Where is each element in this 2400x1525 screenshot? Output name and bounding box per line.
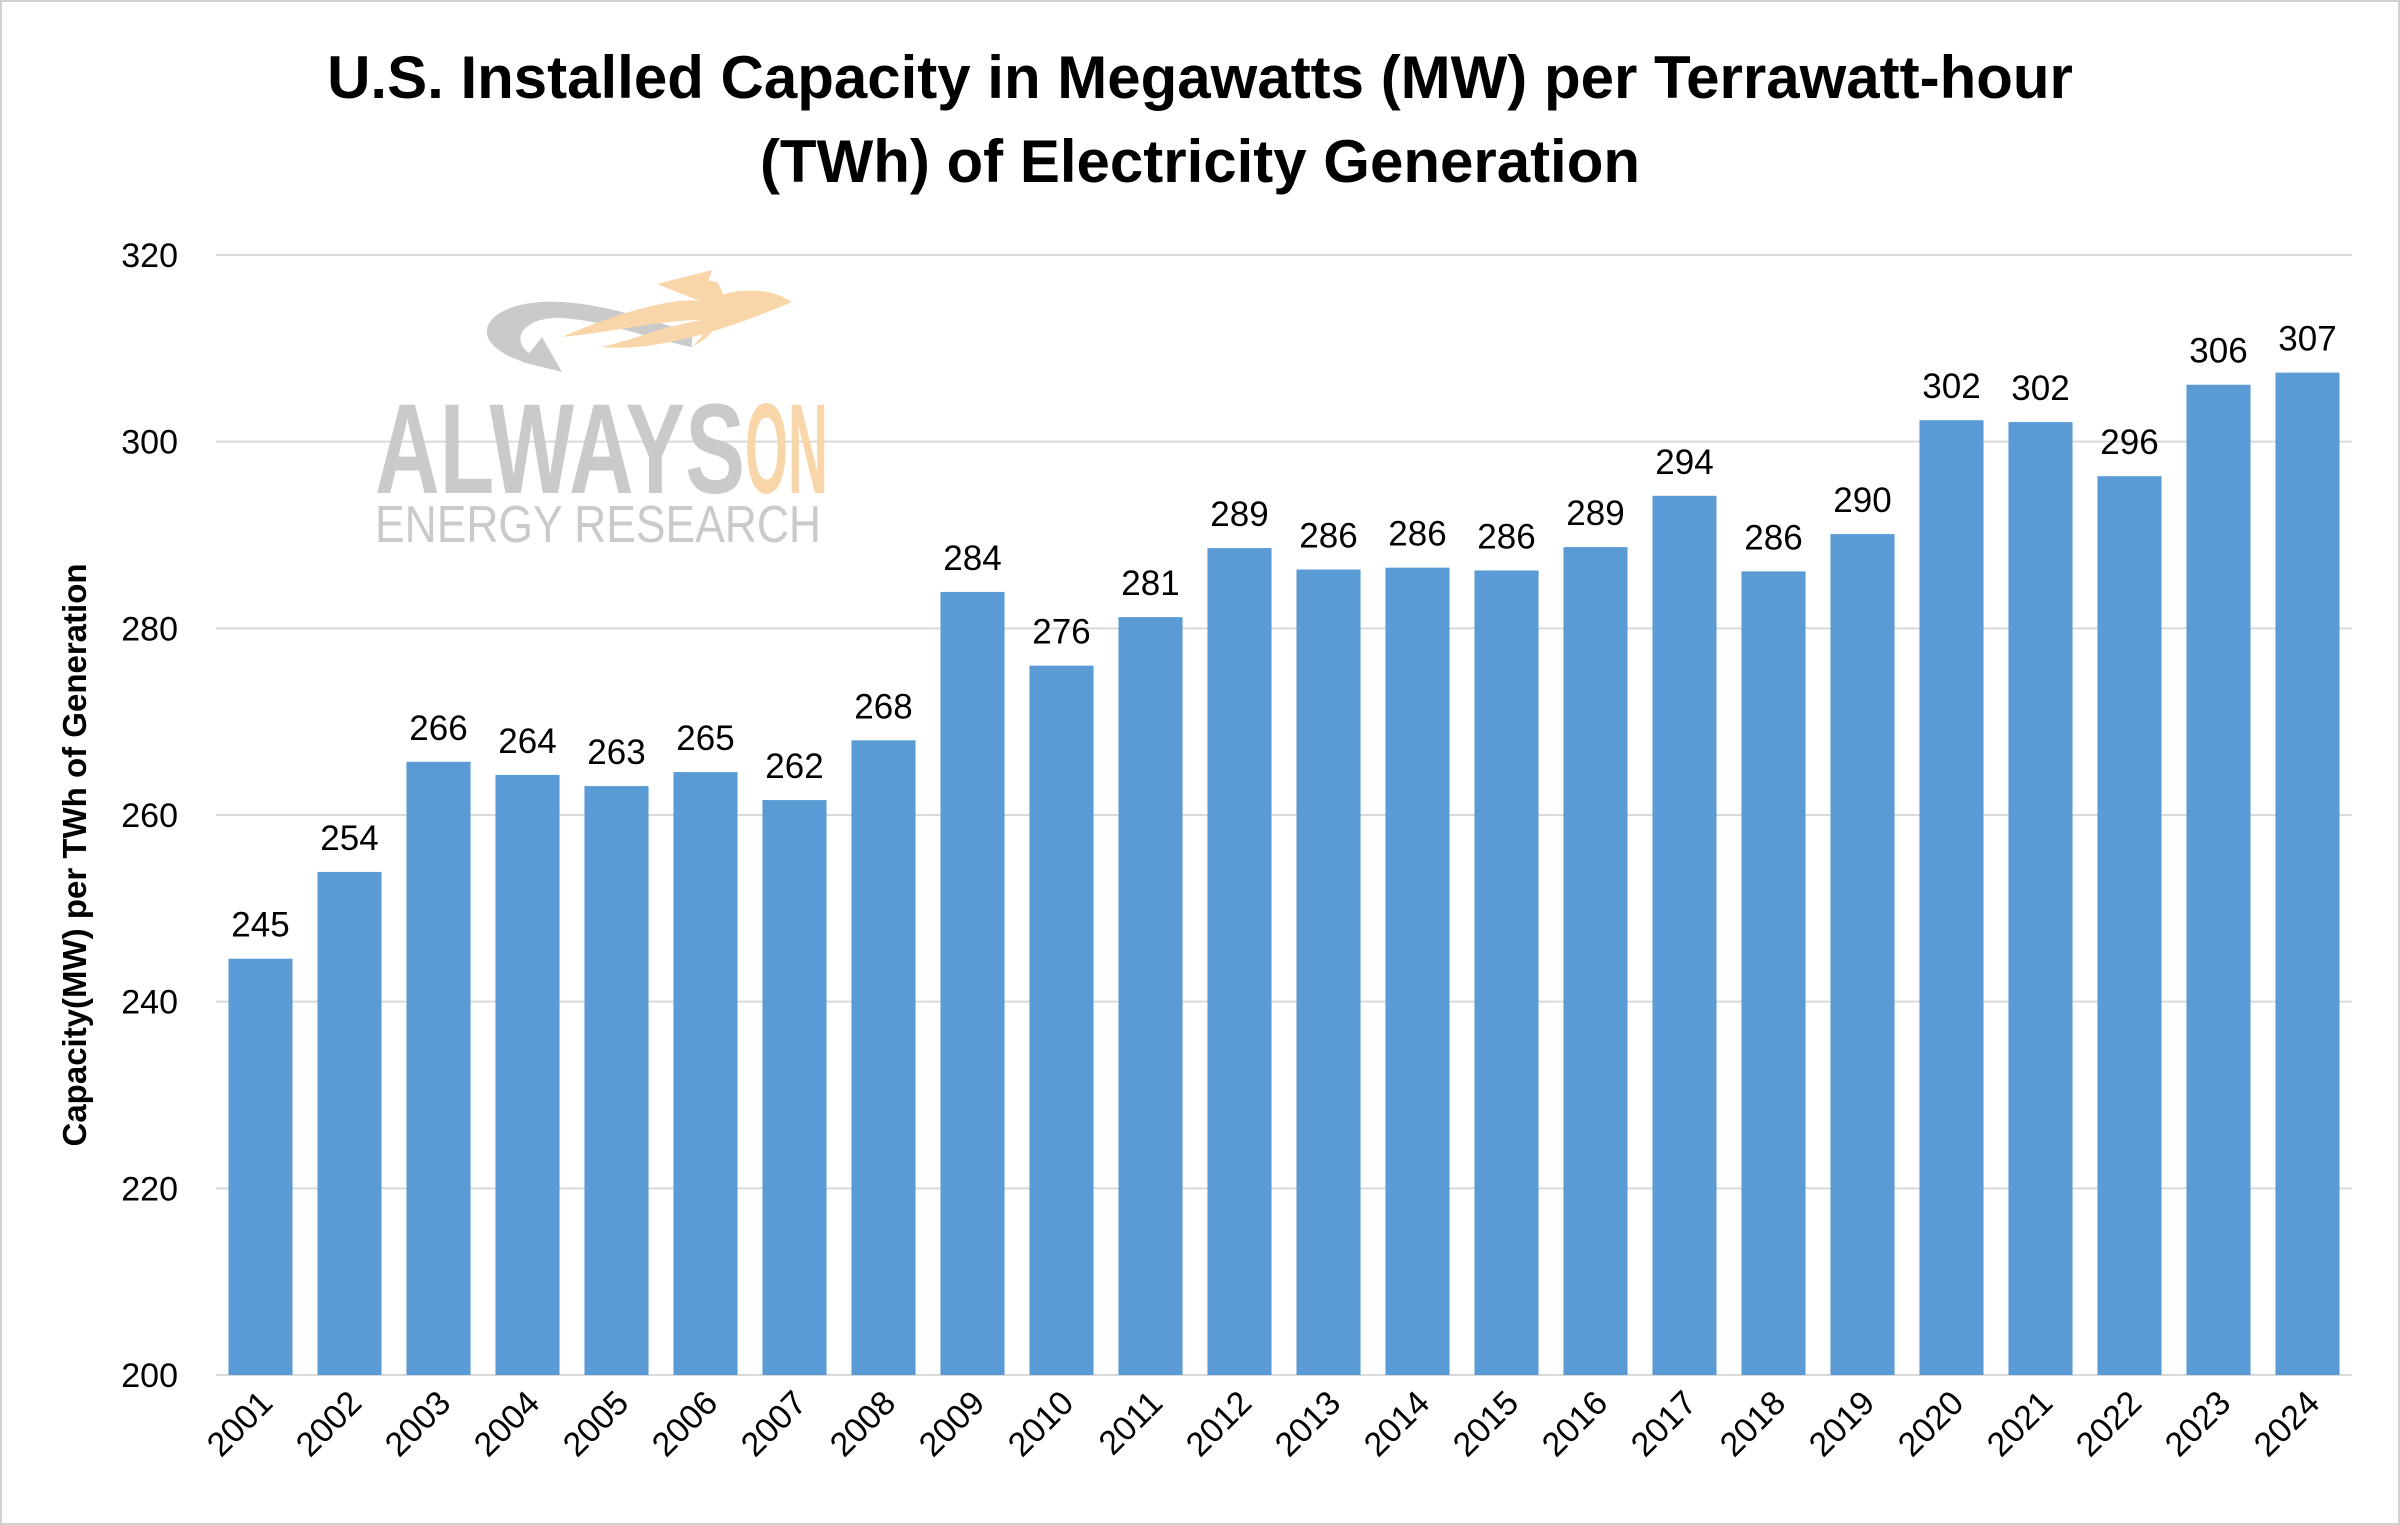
bar-2007: [762, 800, 827, 1375]
bars: [228, 372, 2340, 1376]
data-label-2024: 307: [2278, 320, 2336, 359]
x-tick-label-2007: 2007: [734, 1384, 814, 1464]
data-label-2010: 276: [1032, 613, 1090, 652]
bar-2018: [1741, 571, 1806, 1375]
data-label-2023: 306: [2189, 332, 2247, 371]
bar-2017: [1652, 495, 1717, 1375]
logo-brand-on: ON: [745, 378, 828, 521]
bar-2005: [584, 786, 649, 1375]
x-tick-label-2013: 2013: [1268, 1384, 1348, 1464]
x-tick-label-2019: 2019: [1802, 1384, 1882, 1464]
gridlines: [216, 254, 2352, 1376]
bar-2004: [495, 774, 560, 1375]
bar-2003: [406, 761, 471, 1375]
y-tick-label: 220: [121, 1170, 178, 1208]
data-label-2021: 302: [2011, 369, 2069, 408]
x-tick-label-2001: 2001: [200, 1384, 280, 1464]
x-tick-label-2003: 2003: [378, 1384, 458, 1464]
y-tick-label: 280: [121, 610, 178, 648]
x-tick-label-2014: 2014: [1357, 1384, 1437, 1464]
x-tick-label-2023: 2023: [2158, 1384, 2238, 1464]
bar-2020: [1919, 420, 1984, 1375]
data-label-2009: 284: [943, 539, 1001, 578]
data-label-2015: 286: [1477, 517, 1535, 556]
data-label-2014: 286: [1388, 515, 1446, 554]
bar-2021: [2008, 422, 2073, 1376]
data-label-2003: 266: [409, 709, 467, 748]
bar-2013: [1296, 569, 1361, 1375]
y-tick-label: 260: [121, 797, 178, 835]
x-tick-label-2012: 2012: [1179, 1384, 1259, 1464]
x-tick-label-2020: 2020: [1891, 1384, 1971, 1464]
y-tick-label: 300: [121, 424, 178, 462]
x-tick-label-2005: 2005: [556, 1384, 636, 1464]
x-tick-label-2004: 2004: [467, 1384, 547, 1464]
x-tick-label-2009: 2009: [912, 1384, 992, 1464]
x-tick-label-2010: 2010: [1001, 1384, 1081, 1464]
bar-2014: [1385, 567, 1450, 1375]
bar-2023: [2186, 384, 2251, 1375]
data-label-2017: 294: [1655, 443, 1713, 482]
y-axis-ticks: 200 220 240 260 280 300 320: [121, 237, 178, 1395]
data-label-2008: 268: [854, 687, 912, 726]
bar-2010: [1029, 665, 1094, 1375]
x-tick-label-2024: 2024: [2247, 1384, 2327, 1464]
y-tick-label: 320: [121, 237, 178, 275]
logo-tagline: ENERGY RESEARCH: [375, 496, 821, 554]
logo-swoosh-icon: [486, 270, 792, 372]
x-tick-label-2017: 2017: [1624, 1384, 1704, 1464]
bar-2008: [851, 740, 916, 1375]
x-tick-label-2016: 2016: [1535, 1384, 1615, 1464]
data-label-2022: 296: [2100, 423, 2158, 462]
data-label-2020: 302: [1922, 367, 1980, 406]
y-axis-label: Capacity(MW) per TWh of Generation: [56, 563, 93, 1146]
data-label-2019: 290: [1833, 481, 1891, 520]
bar-2016: [1563, 547, 1628, 1375]
data-label-2002: 254: [320, 819, 378, 858]
x-tick-label-2002: 2002: [289, 1384, 369, 1464]
x-tick-label-2015: 2015: [1446, 1384, 1526, 1464]
x-tick-label-2022: 2022: [2069, 1384, 2149, 1464]
y-tick-label: 200: [121, 1357, 178, 1395]
bar-2015: [1474, 570, 1539, 1375]
bar-2022: [2097, 476, 2162, 1375]
x-axis-ticks: 2001 2002 2003 2004 2005 2006 2007 2008 2009 2010…: [200, 1384, 2327, 1464]
x-tick-label-2018: 2018: [1713, 1384, 1793, 1464]
data-label-2006: 265: [676, 719, 734, 758]
data-labels: 245 254 266 264 263 265 262 268 284 276 281 289 286 2…: [231, 320, 2336, 945]
data-label-2013: 286: [1299, 517, 1357, 556]
bar-2009: [940, 591, 1005, 1375]
y-tick-label: 240: [121, 984, 178, 1022]
logo-brand-always: ALWAYS: [375, 378, 745, 521]
x-tick-label-2008: 2008: [823, 1384, 903, 1464]
bar-2001: [228, 958, 293, 1375]
bar-2012: [1207, 548, 1272, 1375]
x-tick-label-2021: 2021: [1980, 1384, 2060, 1464]
data-label-2007: 262: [765, 747, 823, 786]
data-label-2004: 264: [498, 722, 556, 761]
data-label-2012: 289: [1210, 495, 1268, 534]
data-label-2005: 263: [587, 733, 645, 772]
data-label-2001: 245: [231, 906, 289, 945]
bar-2006: [673, 772, 738, 1375]
chart-title-line-2: (TWh) of Electricity Generation: [760, 128, 1640, 195]
data-label-2011: 281: [1121, 564, 1179, 603]
x-tick-label-2006: 2006: [645, 1384, 725, 1464]
x-tick-label-2011: 2011: [1092, 1384, 1171, 1463]
data-label-2016: 289: [1566, 494, 1624, 533]
chart-title-line-1: U.S. Installed Capacity in Megawatts (MW…: [327, 44, 2073, 111]
bar-2019: [1830, 534, 1895, 1375]
data-label-2018: 286: [1744, 518, 1802, 557]
watermark-logo: ALWAYS ON ENERGY RESEARCH: [375, 270, 828, 554]
bar-2011: [1118, 617, 1183, 1375]
bar-2024: [2275, 372, 2340, 1376]
bar-2002: [317, 871, 382, 1375]
